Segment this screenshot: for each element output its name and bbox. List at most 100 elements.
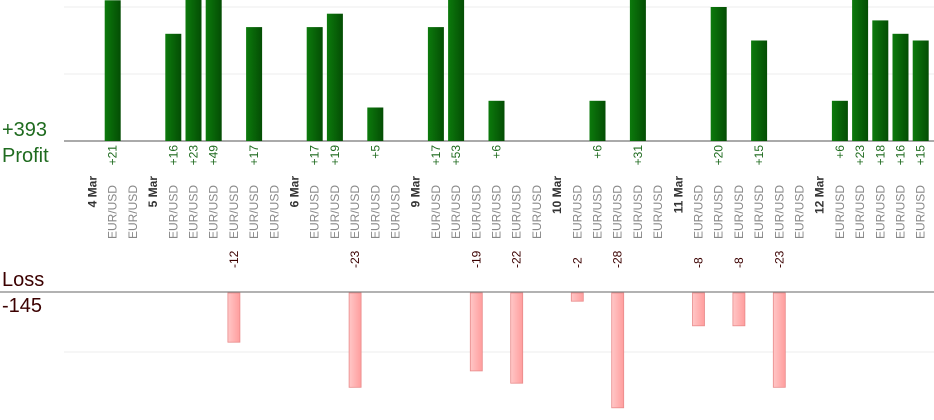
pair-label: EUR/USD xyxy=(894,185,908,239)
profit-label: Profit xyxy=(2,145,49,167)
loss-bar xyxy=(570,292,584,302)
profit-bar xyxy=(427,27,444,142)
profit-bar xyxy=(852,0,869,141)
pair-label: EUR/USD xyxy=(126,185,140,239)
date-label: 12 Mar xyxy=(813,176,827,214)
profit-value-label: +21 xyxy=(106,145,120,166)
profit-value-label: +6 xyxy=(833,145,847,159)
profit-bar xyxy=(448,0,465,141)
pair-label: EUR/USD xyxy=(692,185,706,239)
profit-bar xyxy=(488,100,505,141)
profit-value-label: +17 xyxy=(247,145,261,166)
profit-value-label: +19 xyxy=(328,145,342,166)
pair-label: EUR/USD xyxy=(570,185,584,239)
pair-label: EUR/USD xyxy=(328,185,342,239)
profit-value-label: +15 xyxy=(914,145,928,166)
loss-value-label: -22 xyxy=(510,250,524,268)
loss-bar xyxy=(469,292,483,372)
date-label: 4 Mar xyxy=(86,176,100,208)
profit-value-label: +20 xyxy=(712,145,726,166)
pair-label: EUR/USD xyxy=(853,185,867,239)
pair-label: EUR/USD xyxy=(389,185,403,239)
loss-value-label: -8 xyxy=(692,257,706,268)
loss-bar xyxy=(692,292,705,327)
loss-value-label: -23 xyxy=(772,250,786,268)
profit-bar xyxy=(872,20,889,141)
pair-label: EUR/USD xyxy=(712,185,726,239)
date-label: 10 Mar xyxy=(550,176,564,214)
pair-label: EUR/USD xyxy=(752,185,766,239)
profit-value-label: +6 xyxy=(490,145,504,159)
profit-bar xyxy=(710,7,727,141)
profit-value-label: +16 xyxy=(166,145,180,166)
pair-label: EUR/USD xyxy=(490,185,504,239)
loss-bar xyxy=(772,292,786,388)
profit-value-label: +15 xyxy=(752,145,766,166)
profit-value-label: +17 xyxy=(308,145,322,166)
profit-bar xyxy=(892,33,909,141)
pair-label: EUR/USD xyxy=(308,185,322,239)
pair-label: EUR/USD xyxy=(247,185,261,239)
loss-bar xyxy=(227,292,241,343)
pair-label: EUR/USD xyxy=(368,185,382,239)
loss-label: Loss xyxy=(2,269,45,291)
pair-label: EUR/USD xyxy=(732,185,746,239)
profit-value-label: +5 xyxy=(368,145,382,159)
profit-value-label: +16 xyxy=(894,145,908,166)
date-label: 9 Mar xyxy=(409,176,423,208)
loss-bar xyxy=(611,292,625,409)
profit-bar xyxy=(751,40,768,141)
pair-label: EUR/USD xyxy=(772,185,786,239)
pair-label: EUR/USD xyxy=(469,185,483,239)
pair-label: EUR/USD xyxy=(267,185,281,239)
loss-value-label: -23 xyxy=(348,250,362,268)
pair-label: EUR/USD xyxy=(873,185,887,239)
pair-label: EUR/USD xyxy=(651,185,665,239)
profit-value-label: +6 xyxy=(591,145,605,159)
pair-label: EUR/USD xyxy=(166,185,180,239)
date-label: 11 Mar xyxy=(671,176,685,214)
pair-label: EUR/USD xyxy=(591,185,605,239)
loss-value-label: -19 xyxy=(469,250,483,268)
profit-bar xyxy=(246,27,263,142)
pair-label: EUR/USD xyxy=(227,185,241,239)
profit-total: +393 xyxy=(2,119,48,141)
pair-label: EUR/USD xyxy=(530,185,544,239)
profit-bar xyxy=(367,107,384,141)
pair-label: EUR/USD xyxy=(631,185,645,239)
pair-label: EUR/USD xyxy=(510,185,524,239)
profit-bar xyxy=(185,0,202,141)
loss-value-label: -28 xyxy=(611,250,625,268)
loss-value-label: -12 xyxy=(227,250,241,268)
profit-bar xyxy=(326,13,343,142)
profit-bar xyxy=(589,100,606,141)
profit-bar xyxy=(104,0,121,141)
profit-value-label: +23 xyxy=(853,145,867,166)
pair-label: EUR/USD xyxy=(207,185,221,239)
pair-label: EUR/USD xyxy=(833,185,847,239)
profit-value-label: +53 xyxy=(449,145,463,166)
profit-bar xyxy=(629,0,646,141)
loss-value-label: -8 xyxy=(732,257,746,268)
profit-bar xyxy=(831,100,848,141)
loss-bar xyxy=(510,292,524,384)
profit-bar xyxy=(912,40,929,141)
profit-value-label: +31 xyxy=(631,145,645,166)
pair-label: EUR/USD xyxy=(449,185,463,239)
date-label: 6 Mar xyxy=(288,176,302,208)
pair-label: EUR/USD xyxy=(793,185,807,239)
pair-label: EUR/USD xyxy=(429,185,443,239)
profit-value-label: +17 xyxy=(429,145,443,166)
loss-total: -145 xyxy=(2,295,43,317)
profit-value-label: +18 xyxy=(873,145,887,166)
loss-bar xyxy=(732,292,746,327)
pair-label: EUR/USD xyxy=(106,185,120,239)
loss-value-label: -2 xyxy=(570,257,584,268)
profit-value-label: +49 xyxy=(207,145,221,166)
pair-label: EUR/USD xyxy=(611,185,625,239)
date-label: 5 Mar xyxy=(146,176,160,208)
pair-label: EUR/USD xyxy=(187,185,201,239)
profit-value-label: +23 xyxy=(187,145,201,166)
